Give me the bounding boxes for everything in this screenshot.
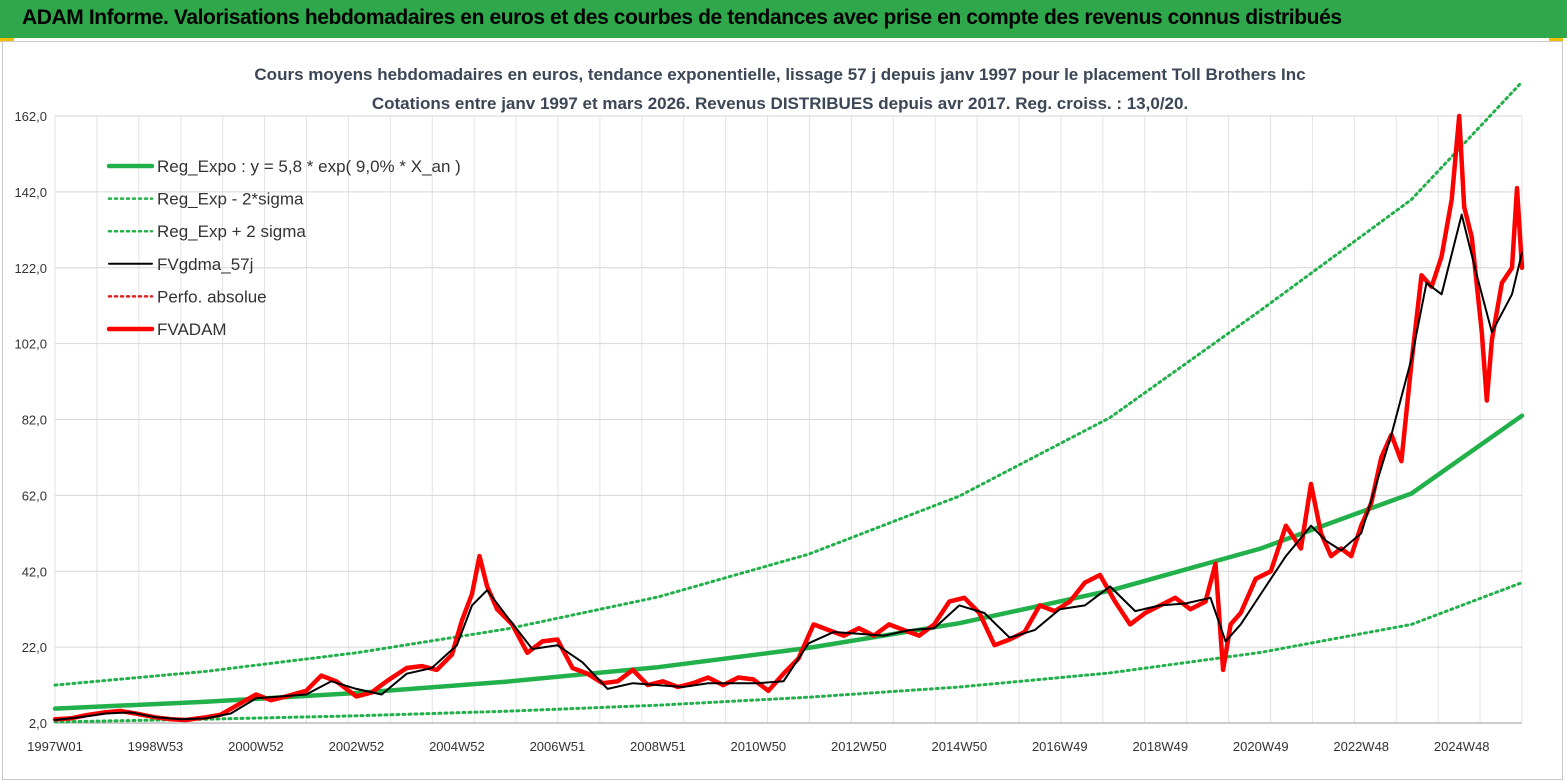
series-layer (52, 80, 1525, 724)
y-tick-label: 62,0 (22, 488, 47, 503)
x-tick-label: 2018W49 (1132, 739, 1188, 754)
banner-title: ADAM Informe. Valorisations hebdomadaire… (22, 6, 1342, 29)
x-tick-label: 2016W49 (1032, 739, 1088, 754)
y-tick-label: 42,0 (22, 564, 47, 579)
y-axis-ticks: 2,0 22,0 42,0 62,0 82,0 102,0 122,0 142,0 162,0 (14, 109, 47, 731)
x-tick-label: 2014W50 (931, 739, 987, 754)
header-banner: ADAM Informe. Valorisations hebdomadaire… (0, 0, 1567, 38)
legend-entry: Perfo. absolue (157, 287, 267, 306)
y-tick-label: 2,0 (29, 716, 47, 731)
x-tick-label: 2006W51 (530, 739, 586, 754)
legend-entry: Reg_Exp - 2*sigma (157, 190, 304, 209)
accent-bar-right (1549, 38, 1563, 42)
x-tick-label: 2012W50 (831, 739, 887, 754)
x-tick-label: 2010W50 (731, 739, 787, 754)
series-line (52, 413, 1525, 711)
legend-entry: Reg_Expo : y = 5,8 * exp( 9,0% * X_an ) (157, 157, 461, 176)
chart-subtitle: Cotations entre janv 1997 et mars 2026. … (372, 94, 1188, 113)
x-tick-label: 2024W48 (1434, 739, 1490, 754)
legend-entry: FVgdma_57j (157, 255, 253, 274)
x-tick-label: 2020W49 (1233, 739, 1289, 754)
x-axis-ticks: 1997W01 1998W53 2000W52 2002W52 2004W52 2006W… (27, 739, 1489, 754)
series-line (53, 581, 1524, 724)
x-tick-label: 2002W52 (329, 739, 385, 754)
y-tick-label: 142,0 (14, 185, 47, 200)
y-tick-label: 102,0 (14, 337, 47, 352)
accent-bar-left (0, 38, 14, 42)
x-tick-label: 1998W53 (128, 739, 184, 754)
chart-frame (2, 41, 1563, 780)
y-tick-label: 122,0 (14, 261, 47, 276)
chart-title: Cours moyens hebdomadaires en euros, ten… (254, 65, 1305, 84)
y-tick-label: 162,0 (14, 109, 47, 124)
x-tick-label: 2008W51 (630, 739, 686, 754)
grid-lines (54, 115, 1523, 724)
y-tick-label: 82,0 (22, 413, 47, 428)
x-tick-label: 2022W48 (1333, 739, 1389, 754)
legend-entry: FVADAM (157, 320, 227, 339)
x-tick-label: 2000W52 (228, 739, 284, 754)
series-line (54, 213, 1523, 721)
series-line (53, 80, 1524, 687)
legend: Reg_Expo : y = 5,8 * exp( 9,0% * X_an ) R… (106, 157, 461, 339)
legend-entry: Reg_Exp + 2 sigma (157, 222, 306, 241)
y-tick-label: 22,0 (22, 640, 47, 655)
x-tick-label: 2004W52 (429, 739, 485, 754)
x-tick-label: 1997W01 (27, 739, 83, 754)
